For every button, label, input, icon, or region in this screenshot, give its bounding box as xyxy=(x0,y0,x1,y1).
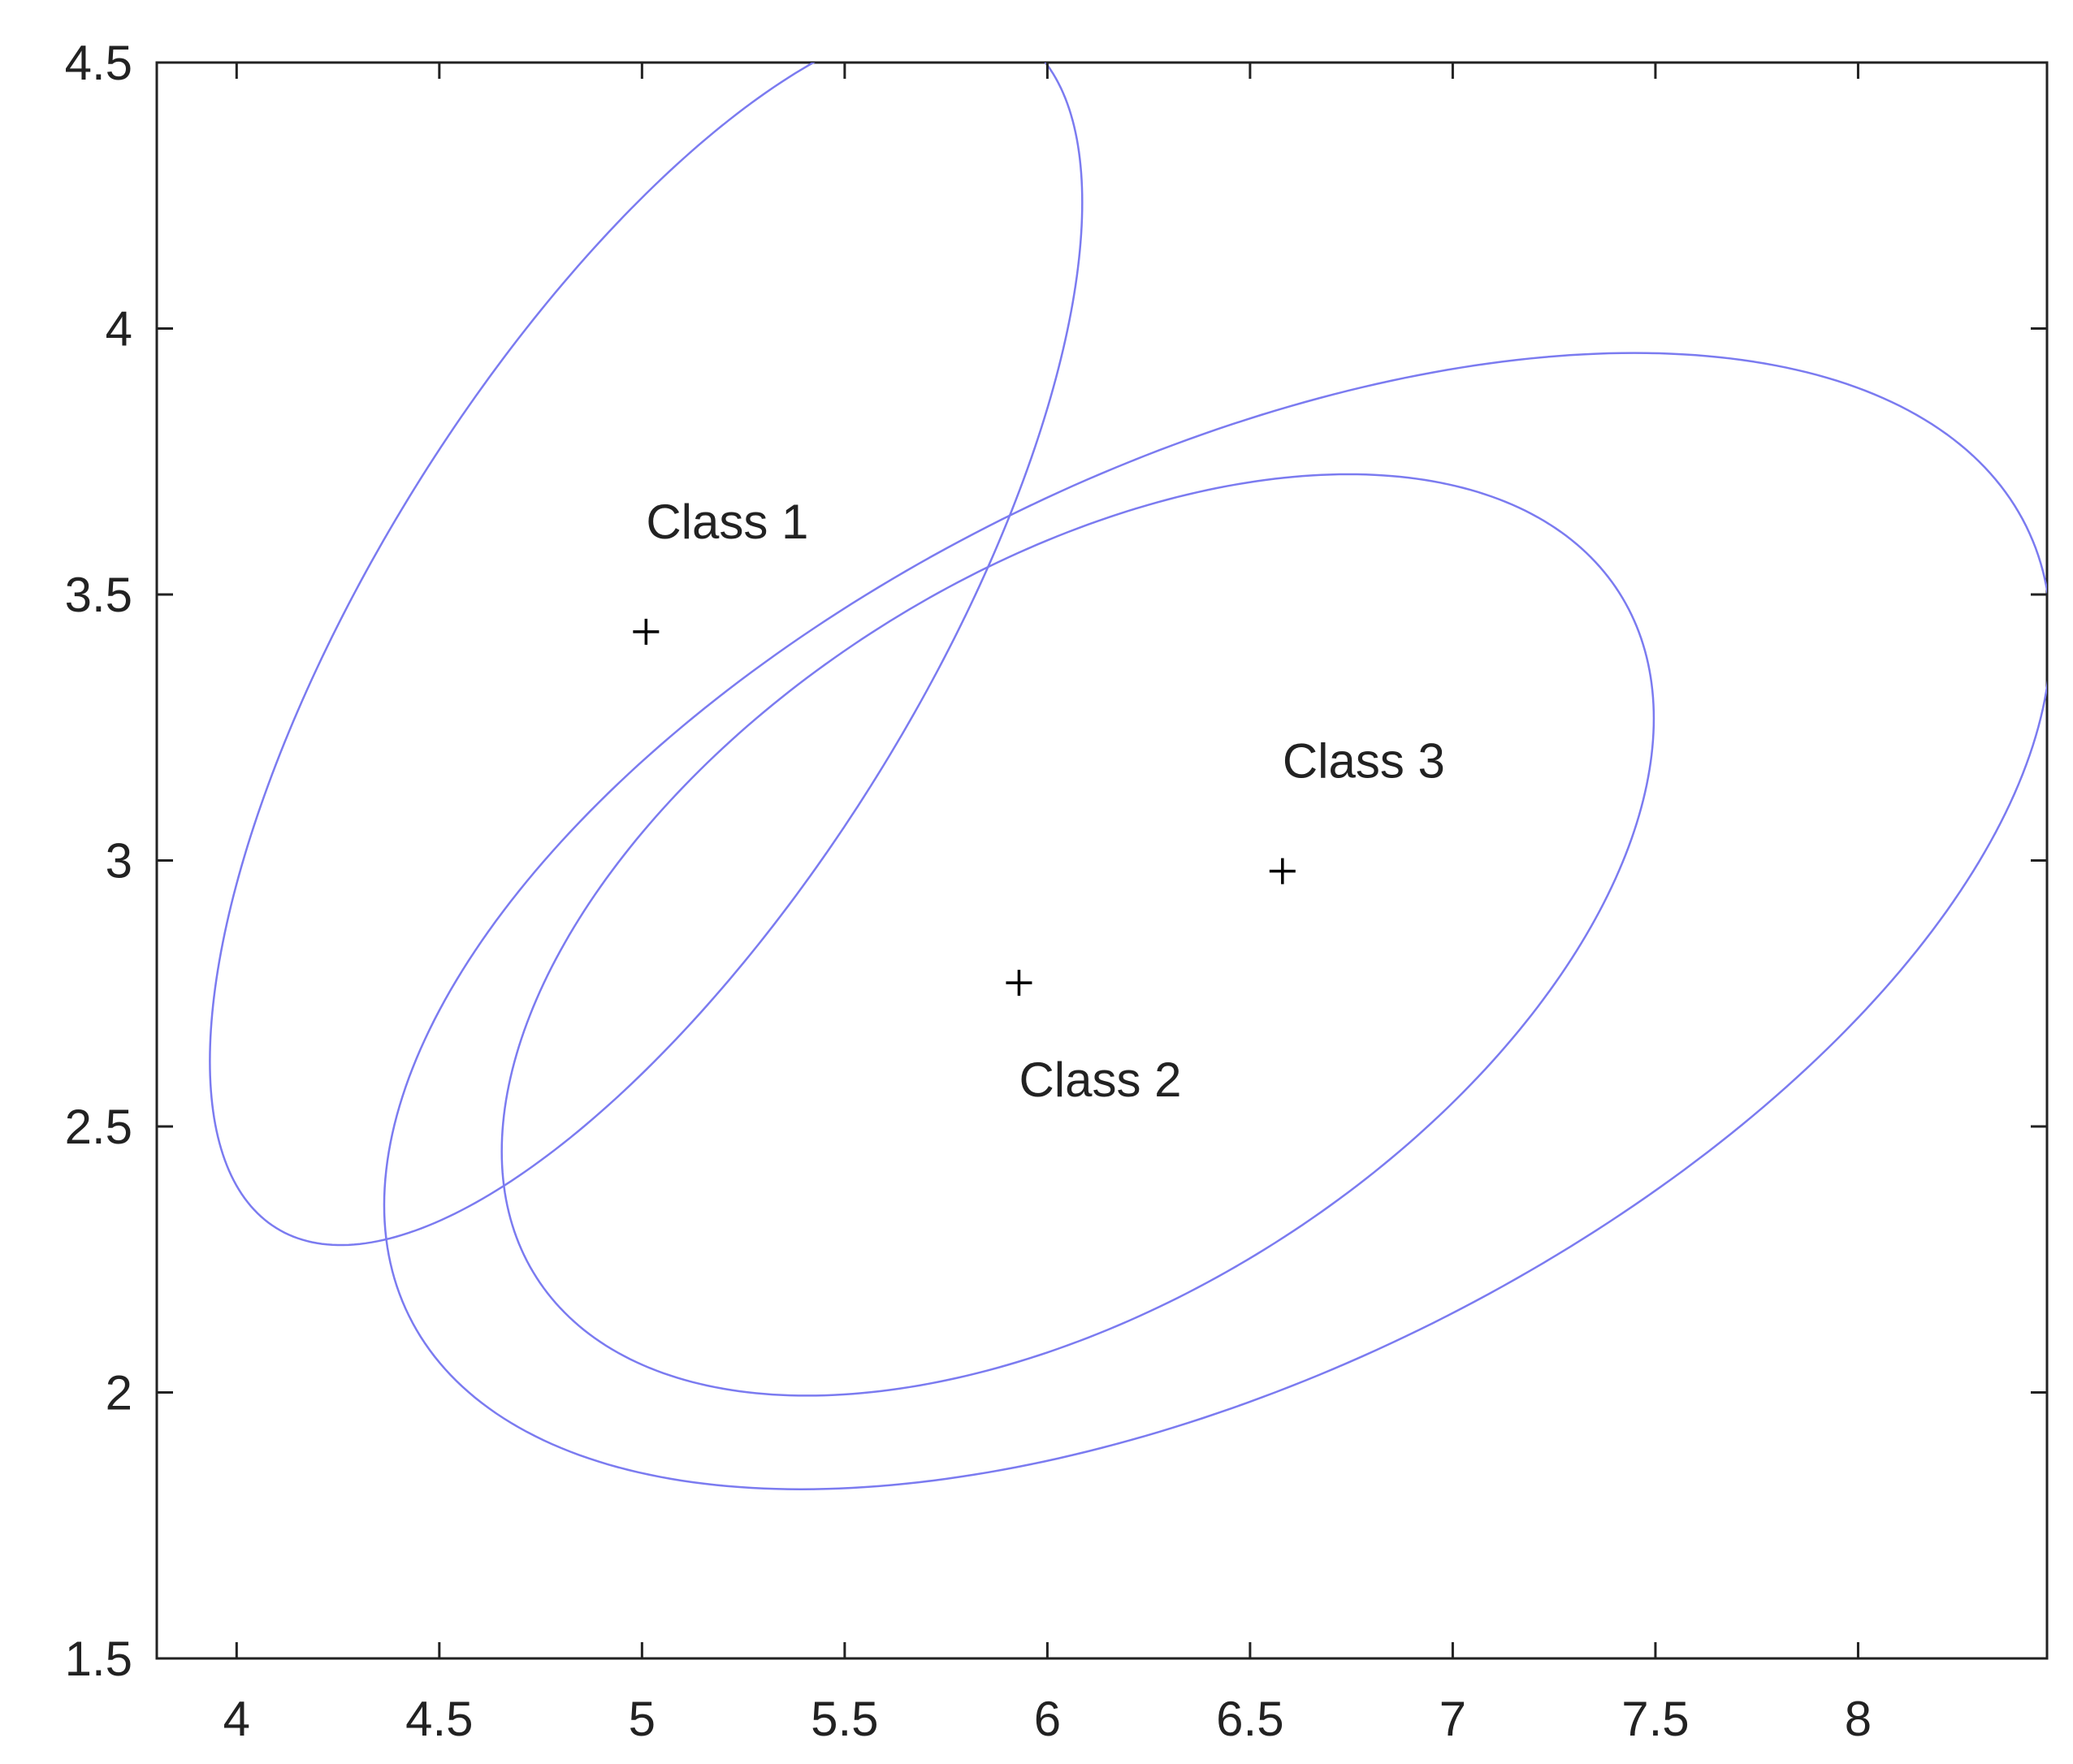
x-tick-label: 4.5 xyxy=(405,1692,473,1746)
x-tick-label: 5 xyxy=(629,1692,656,1746)
y-tick-label: 2 xyxy=(106,1366,132,1420)
y-tick-label: 2.5 xyxy=(65,1100,132,1154)
ellipse-layer xyxy=(209,63,2047,1490)
y-tick-label: 1.5 xyxy=(65,1632,132,1686)
x-tick-label: 6 xyxy=(1034,1692,1061,1746)
y-tick-label: 3.5 xyxy=(65,568,132,622)
x-tick-label: 8 xyxy=(1845,1692,1872,1746)
x-tick-label: 6.5 xyxy=(1216,1692,1283,1746)
ellipse xyxy=(209,63,1084,1247)
x-tick-label: 7.5 xyxy=(1621,1692,1689,1746)
x-tick-label: 7 xyxy=(1439,1692,1466,1746)
class-label: Class 3 xyxy=(1283,734,1445,789)
class-mean-marker xyxy=(633,618,660,645)
class-label: Class 2 xyxy=(1019,1053,1181,1107)
x-tick-label: 5.5 xyxy=(811,1692,878,1746)
class-mean-marker xyxy=(1006,970,1032,997)
y-tick-label: 4 xyxy=(106,302,132,357)
y-tick-label: 4.5 xyxy=(65,36,132,90)
plot-area xyxy=(155,61,2049,1660)
x-tick-label: 4 xyxy=(223,1692,250,1746)
class-mean-marker xyxy=(1269,858,1296,884)
y-tick-label: 3 xyxy=(106,834,132,888)
class-label: Class 1 xyxy=(646,495,808,549)
ellipse xyxy=(383,352,2047,1490)
ellipse xyxy=(500,473,1655,1397)
